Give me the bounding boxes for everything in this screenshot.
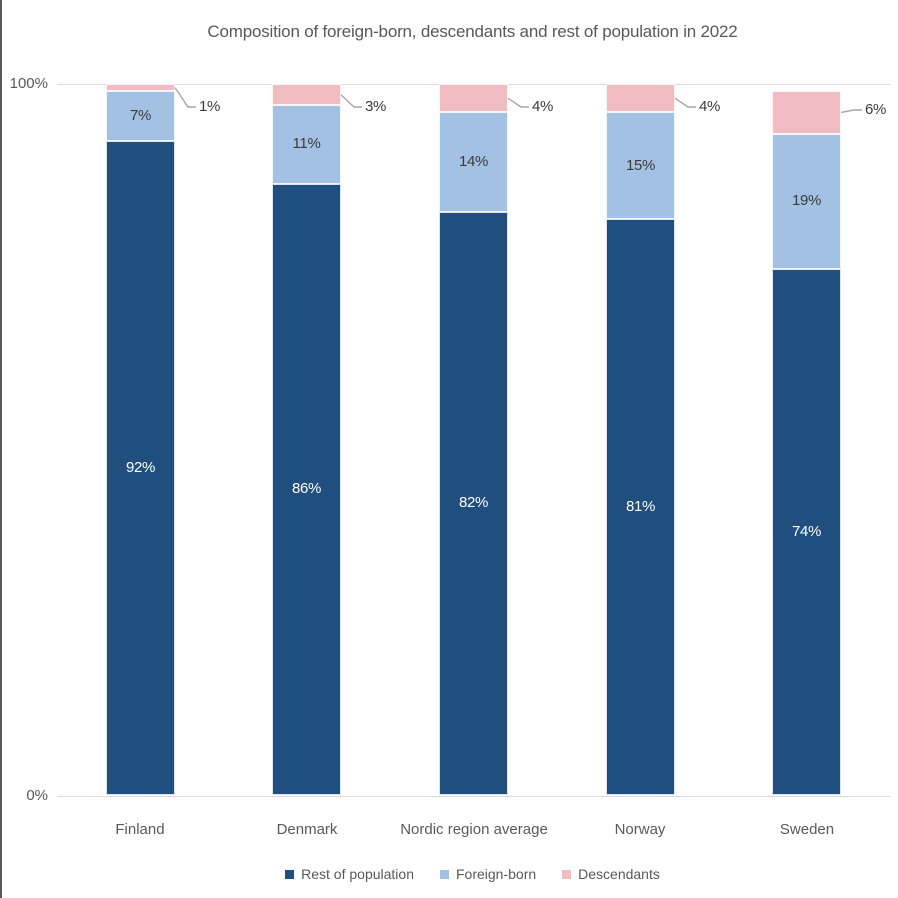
- data-label-callout: 6%: [865, 101, 887, 118]
- data-label: 92%: [125, 459, 156, 476]
- bar-segment-rest-of-population: [772, 268, 841, 795]
- legend-item-rest-of-population: Rest of population: [285, 866, 414, 882]
- legend-label: Descendants: [578, 866, 660, 882]
- bar-segment-foreign-born: [439, 112, 508, 212]
- bar-segment-foreign-born: [106, 91, 175, 141]
- callout-leader-line: [174, 87, 196, 108]
- bar-segment-descendants: [106, 84, 175, 92]
- window-left-edge: [0, 0, 2, 898]
- legend: Rest of population Foreign-born Descendant…: [55, 866, 890, 882]
- legend-item-descendants: Descendants: [562, 866, 660, 882]
- bar-segment-descendants: [606, 84, 675, 113]
- bar-segment-descendants: [772, 91, 841, 134]
- legend-swatch-icon: [562, 869, 572, 879]
- data-label-callout: 4%: [532, 98, 554, 115]
- data-label-callout: 1%: [199, 98, 221, 115]
- bar-segment-foreign-born: [772, 133, 841, 269]
- bar-segment-rest-of-population: [272, 183, 341, 795]
- callout-leader-line: [340, 94, 362, 108]
- legend-label: Foreign-born: [455, 866, 537, 882]
- chart-title: Composition of foreign-born, descendants…: [207, 22, 738, 41]
- data-label-callout: 3%: [365, 98, 387, 115]
- callout-leader-line: [674, 97, 696, 108]
- legend-swatch-icon: [285, 869, 295, 879]
- data-label: 82%: [458, 494, 489, 511]
- data-label: 15%: [625, 157, 656, 174]
- data-label: 19%: [791, 192, 822, 209]
- bar-segment-rest-of-population: [439, 211, 508, 795]
- bar-segment-descendants: [272, 84, 341, 106]
- data-label: 86%: [291, 480, 322, 497]
- data-label: 11%: [292, 135, 321, 152]
- y-axis-tick-0: 0%: [26, 787, 48, 804]
- data-label-callout: 4%: [699, 98, 721, 115]
- data-label: 7%: [129, 107, 152, 124]
- legend-item-foreign-born: Foreign-born: [439, 866, 537, 882]
- y-axis-tick-100: 100%: [9, 75, 48, 92]
- category-label: Finland: [115, 821, 165, 838]
- data-label: 81%: [625, 498, 656, 515]
- callout-leader-line: [840, 109, 862, 114]
- category-label: Denmark: [276, 821, 338, 838]
- legend-swatch-icon: [439, 869, 449, 879]
- category-label: Norway: [614, 821, 666, 838]
- callout-leader-line: [507, 97, 529, 108]
- legend-label: Rest of population: [301, 866, 414, 882]
- x-axis-line: [57, 796, 890, 797]
- bar-segment-rest-of-population: [606, 219, 675, 795]
- bar-segment-descendants: [439, 84, 508, 113]
- bar-segment-rest-of-population: [106, 140, 175, 795]
- bar-segment-foreign-born: [606, 112, 675, 220]
- data-label: 14%: [458, 153, 489, 170]
- category-label: Nordic region average: [400, 821, 548, 838]
- bar-segment-foreign-born: [272, 105, 341, 184]
- data-label: 74%: [791, 523, 822, 540]
- category-label: Sweden: [779, 821, 835, 838]
